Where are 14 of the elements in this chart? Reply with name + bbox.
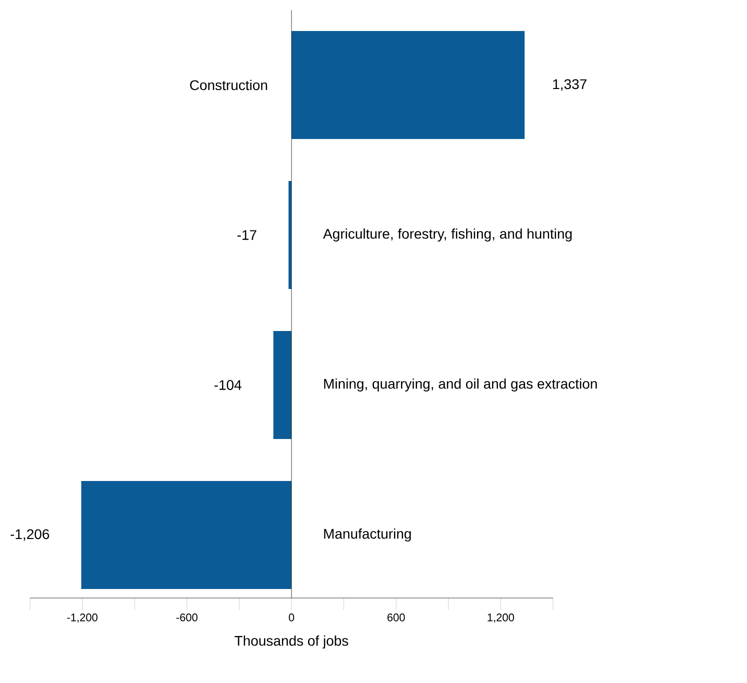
data-label: -1,206 (10, 529, 50, 541)
data-label: 1,337 (553, 79, 586, 91)
y-tick-label: Construction (190, 80, 268, 90)
x-tick-label: 600 (387, 614, 405, 622)
data-label: -104 (214, 380, 242, 390)
x-tick-label: -1,200 (67, 614, 98, 623)
x-tick-label: 1,200 (488, 614, 514, 623)
x-tick-label: 0 (288, 614, 294, 622)
x-tick-label: -600 (176, 614, 198, 622)
data-label: -17 (237, 230, 256, 240)
y-tick-label: Manufacturing (324, 528, 411, 542)
x-axis-title: Thousands of jobs (234, 635, 348, 649)
y-tick-label: Agriculture, forestry, fishing, and hunting (323, 228, 572, 242)
y-tick-label: Mining, quarrying, and oil and gas extraction (324, 378, 597, 392)
